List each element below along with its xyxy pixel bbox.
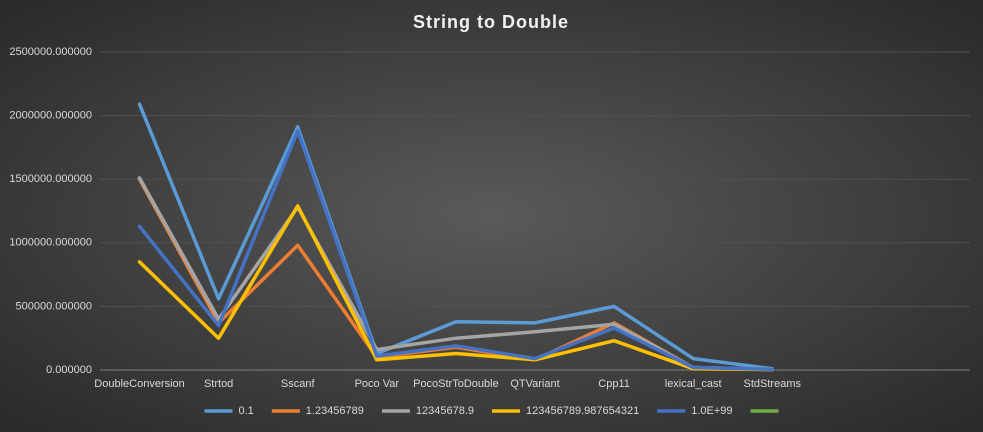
x-tick-label: QTVariant (510, 378, 559, 390)
legend-label: 0.1 (238, 405, 253, 417)
y-tick-label: 1000000.000000 (9, 237, 92, 249)
x-tick-label: lexical_cast (665, 378, 722, 390)
y-tick-label: 2000000.000000 (9, 110, 92, 122)
series-line (137, 129, 775, 372)
legend-label: 12345678.9 (416, 405, 474, 417)
x-tick-label: StdStreams (744, 378, 802, 390)
series-line (137, 204, 775, 372)
y-tick-label: 1500000.000000 (9, 173, 92, 185)
x-tick-label: DoubleConversion (94, 378, 185, 390)
x-tick-label: Poco Var (355, 378, 400, 390)
x-tick-label: PocoStrToDouble (413, 378, 499, 390)
x-tick-label: Cpp11 (598, 378, 630, 390)
y-tick-label: 0.000000 (46, 364, 92, 376)
series-line (137, 102, 775, 371)
x-tick-label: Strtod (204, 378, 233, 390)
legend-label: 1.0E+99 (691, 405, 732, 417)
legend-label: 123456789.987654321 (526, 405, 639, 417)
legend-label: 1.23456789 (306, 405, 364, 417)
x-tick-label: Sscanf (281, 378, 316, 390)
y-tick-label: 2500000.000000 (9, 46, 92, 58)
chart-title: String to Double (413, 12, 569, 32)
y-tick-label: 500000.000000 (16, 300, 92, 312)
